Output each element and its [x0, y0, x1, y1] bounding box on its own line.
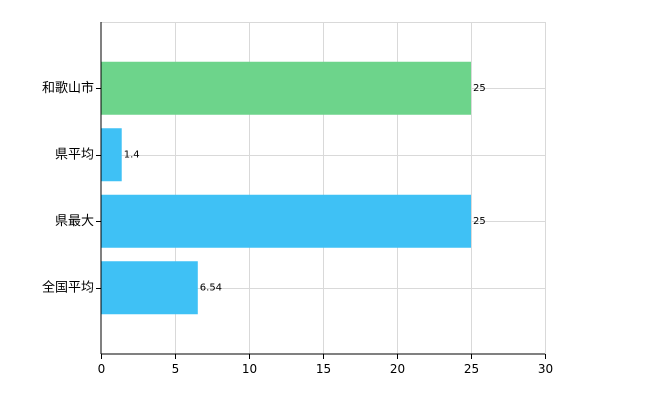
x-tick-label: 5 — [172, 362, 180, 376]
bar — [101, 261, 198, 315]
x-tick-label: 0 — [98, 362, 106, 376]
data-label: 1.4 — [124, 149, 140, 160]
x-tick-label: 20 — [390, 362, 405, 376]
x-tick-label: 10 — [242, 362, 257, 376]
category-label: 県平均 — [55, 147, 94, 162]
x-tick-label: 25 — [464, 362, 479, 376]
x-tick-label: 15 — [316, 362, 331, 376]
bar — [101, 61, 471, 115]
x-tick-label: 30 — [538, 362, 553, 376]
x-axis-ticks: 0 5 10 15 20 25 30 — [98, 354, 553, 376]
bars — [101, 61, 471, 315]
data-label: 6.54 — [200, 282, 222, 293]
bar — [101, 128, 122, 182]
category-label: 和歌山市 — [42, 80, 94, 96]
data-label: 25 — [473, 216, 486, 227]
bar — [101, 194, 471, 248]
category-label: 県最大 — [55, 214, 94, 229]
category-label: 全国平均 — [42, 279, 94, 295]
data-label: 25 — [473, 83, 486, 94]
data-labels: 25 1.4 25 6.54 — [124, 83, 486, 294]
